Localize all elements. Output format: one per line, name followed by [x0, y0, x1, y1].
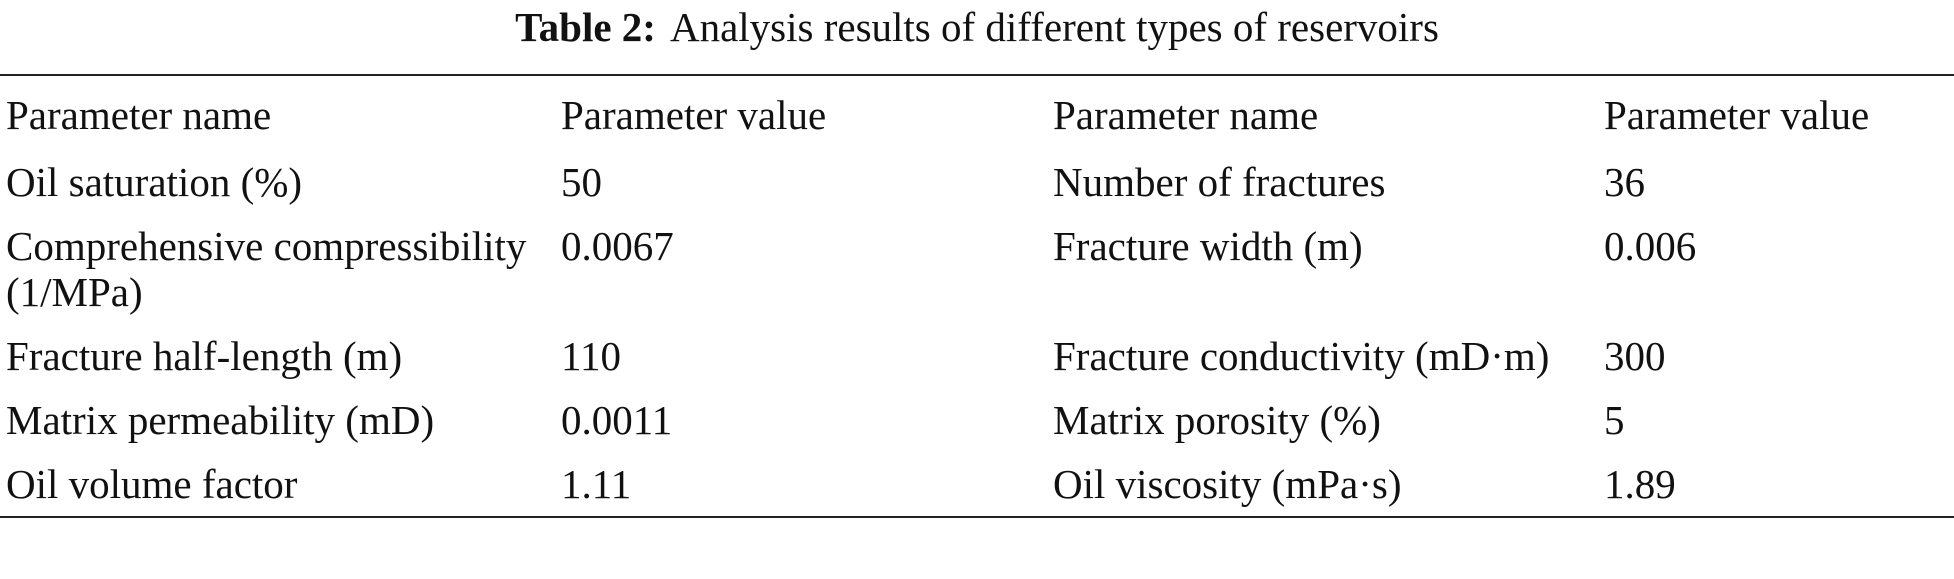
- table-cell: Fracture width (m): [1053, 223, 1363, 269]
- table-cell: 36: [1604, 159, 1645, 205]
- table-body: Oil saturation (%) 50 Number of fractures 3…: [0, 150, 1954, 517]
- table-row: Matrix permeability (mD) 0.0011 Matrix por…: [0, 388, 1954, 452]
- table-cell: 0.006: [1604, 223, 1697, 269]
- header-cell: Parameter name: [6, 92, 272, 138]
- data-table: Parameter name Parameter value Parameter n…: [0, 74, 1954, 518]
- table-cell: Matrix porosity (%): [1053, 397, 1381, 443]
- table-cell: Oil saturation (%): [6, 159, 303, 205]
- table-row: Oil saturation (%) 50 Number of fractures 3…: [0, 150, 1954, 214]
- table-cell: 5: [1604, 397, 1625, 443]
- table-cell: Fracture half-length (m): [6, 333, 403, 379]
- table-cell: Matrix permeability (mD): [6, 397, 435, 443]
- table-cell: 1.11: [561, 461, 632, 507]
- table-cell: 110: [561, 333, 621, 379]
- header-cell: Parameter name: [1053, 92, 1319, 138]
- table-row: Comprehensive compressibility (1/MPa) 0.0…: [0, 214, 1954, 324]
- table-cell: 0.0011: [561, 397, 673, 443]
- table-cell: Comprehensive compressibility (1/MPa): [6, 223, 527, 315]
- table-cell: 1.89: [1604, 461, 1676, 507]
- header-cell: Parameter value: [561, 92, 827, 138]
- table-row: Fracture half-length (m) 110 Fracture cond…: [0, 324, 1954, 388]
- table-cell: 0.0067: [561, 223, 674, 269]
- caption-text: Analysis results of different types of r…: [669, 4, 1439, 50]
- table-caption: Table 2: Analysis results of different ty…: [0, 0, 1954, 74]
- table-row: Oil volume factor 1.11 Oil viscosity (mPa·…: [0, 452, 1954, 517]
- header-cell: Parameter value: [1604, 92, 1870, 138]
- caption-label: Table 2:: [515, 4, 656, 50]
- table-header: Parameter name Parameter value Parameter n…: [0, 75, 1954, 150]
- header-row: Parameter name Parameter value Parameter n…: [0, 75, 1954, 150]
- table-cell: 50: [561, 159, 602, 205]
- table-cell: Oil volume factor: [6, 461, 298, 507]
- table-cell: 300: [1604, 333, 1666, 379]
- table-cell: Fracture conductivity (mD·m): [1053, 333, 1550, 379]
- table-cell: Number of fractures: [1053, 159, 1386, 205]
- table-cell: Oil viscosity (mPa·s): [1053, 461, 1402, 507]
